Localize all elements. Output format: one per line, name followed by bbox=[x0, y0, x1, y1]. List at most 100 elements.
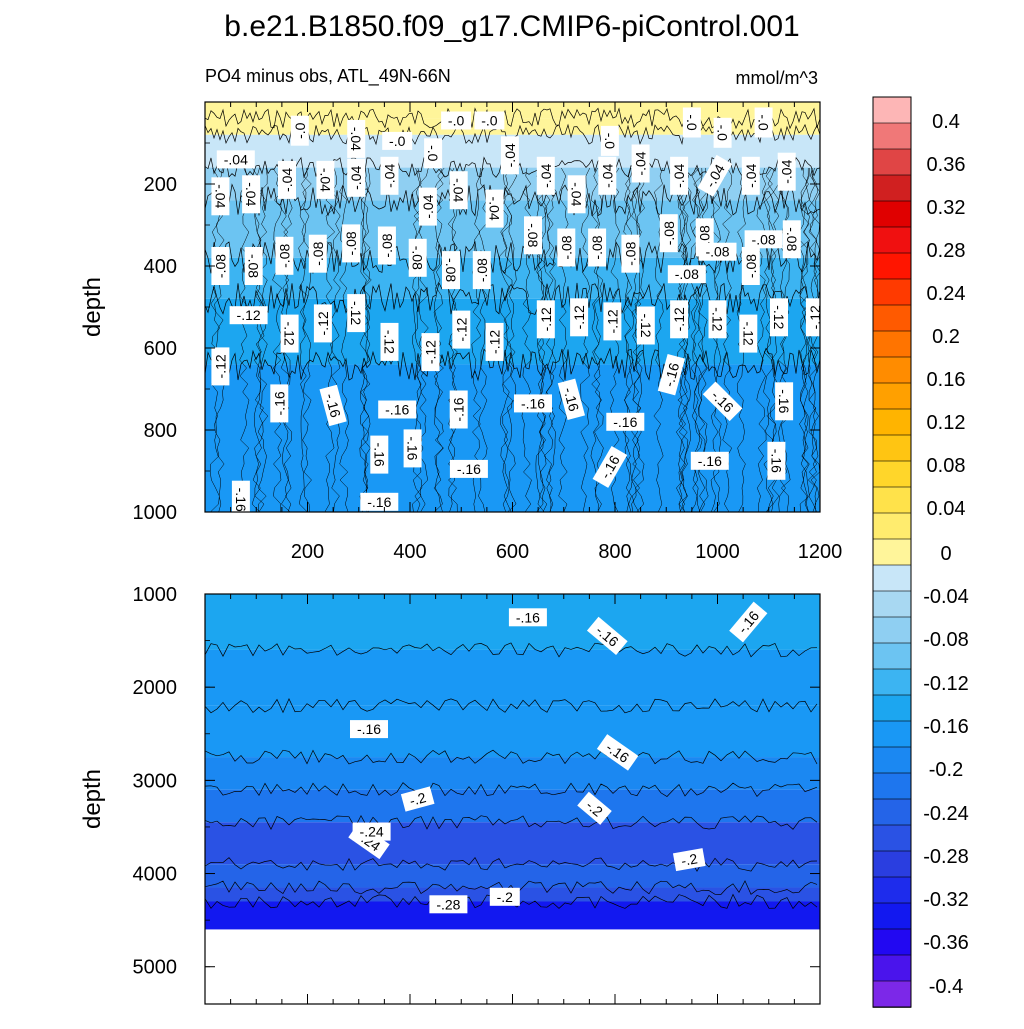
colorbar-swatch bbox=[872, 252, 912, 280]
contour-label-text: -.0 bbox=[389, 133, 406, 149]
contour-label: -.08 bbox=[342, 224, 361, 263]
figure-title: b.e21.B1850.f09_g17.CMIP6-piControl.001 bbox=[224, 10, 799, 43]
colorbar: 0.4 0.36 0.32 0.28 0.24 0.2 0.16 0.12 0.08 0.04 0 -… bbox=[872, 96, 969, 1008]
contour-label-text: -.12 bbox=[740, 322, 756, 346]
contour-label: -.12 bbox=[380, 322, 399, 361]
contour-label-text: -.08 bbox=[276, 244, 292, 268]
contour-label-text: -.16 bbox=[457, 461, 481, 477]
contour-label: -.16 bbox=[403, 429, 422, 468]
colorbar-label: -0.2 bbox=[929, 759, 963, 781]
colorbar-swatch bbox=[872, 616, 912, 644]
contour-label: -.08 bbox=[744, 230, 783, 249]
contour-label-text: -.12 bbox=[671, 307, 687, 331]
contour-label: -.12 bbox=[211, 347, 230, 386]
contour-label: -.0 bbox=[441, 111, 472, 130]
colorbar-swatch bbox=[872, 954, 912, 982]
contour-line bbox=[624, 167, 635, 512]
contour-label-text: -.04 bbox=[743, 164, 759, 188]
contour-label: -.08 bbox=[621, 234, 640, 273]
contour-label-text: -.0 bbox=[448, 113, 465, 129]
contour-label-text: -.16 bbox=[521, 395, 545, 411]
contour-line bbox=[763, 167, 774, 512]
contour-label-text: -.0 bbox=[602, 133, 618, 150]
colorbar-label: 0.24 bbox=[927, 283, 966, 305]
contour-label-text: -.16 bbox=[322, 392, 344, 420]
contour-label: -.0 bbox=[382, 131, 413, 150]
contour-line bbox=[361, 167, 372, 512]
contour-label-text: -.0 bbox=[481, 113, 498, 129]
contour-label-text: -.12 bbox=[771, 305, 787, 329]
contour-line bbox=[298, 167, 309, 512]
contour-label-text: -.28 bbox=[436, 896, 460, 912]
colorbar-swatch bbox=[872, 720, 912, 748]
contour-label: -.12 bbox=[229, 306, 268, 325]
contour-label-text: -.04 bbox=[569, 182, 585, 206]
contour-label-text: -.0 bbox=[425, 145, 441, 162]
contour-label: -.12 bbox=[570, 298, 589, 337]
contour-label-text: -.08 bbox=[474, 258, 490, 282]
contour-label-text: -.08 bbox=[784, 227, 800, 251]
contour-label: -.04 bbox=[380, 156, 399, 195]
contour-label: -.0 bbox=[713, 117, 732, 148]
contour-line bbox=[418, 167, 429, 512]
contour-label-text: -.12 bbox=[382, 330, 398, 354]
contour-label-text: -.16 bbox=[385, 402, 409, 418]
contour-label-text: -.2 bbox=[497, 889, 514, 905]
contour-line bbox=[330, 167, 341, 512]
contour-label: -.16 bbox=[606, 412, 645, 431]
contour-label: -.08 bbox=[244, 247, 263, 285]
contour-label: -.04 bbox=[567, 175, 586, 214]
contour-label: -.04 bbox=[347, 119, 366, 158]
contour-label-text: -.04 bbox=[212, 184, 228, 208]
contour-label: -.16 bbox=[270, 384, 289, 423]
contour-label: -.08 bbox=[377, 226, 396, 265]
contour-label-text: -.04 bbox=[382, 164, 398, 188]
x-tick-label: 400 bbox=[393, 541, 426, 563]
contour-line bbox=[339, 167, 349, 512]
lower-depth-label: depth bbox=[79, 769, 106, 829]
contour-label: -.12 bbox=[603, 302, 622, 341]
colorbar-swatch bbox=[872, 876, 912, 904]
colorbar-swatch bbox=[872, 928, 912, 956]
colorbar-swatch bbox=[872, 980, 912, 1008]
contour-label: -.04 bbox=[242, 175, 261, 214]
contour-line bbox=[807, 167, 818, 512]
colorbar-swatch bbox=[872, 408, 912, 436]
contour-label: -.08 bbox=[524, 216, 542, 255]
colorbar-swatch bbox=[872, 798, 912, 826]
colorbar-swatch bbox=[872, 824, 912, 852]
contour-label: -.12 bbox=[770, 298, 788, 337]
contour-label-text: -.04 bbox=[279, 168, 295, 192]
colorbar-label: 0.04 bbox=[927, 498, 966, 520]
colorbar-swatch bbox=[872, 148, 912, 176]
depth-band bbox=[205, 901, 820, 930]
colorbar-swatch bbox=[872, 460, 912, 488]
contour-line bbox=[675, 167, 687, 512]
contour-label: -.08 bbox=[741, 247, 760, 285]
contour-label: -.08 bbox=[211, 247, 230, 285]
contour-label-text: -.12 bbox=[315, 311, 331, 335]
contour-label-text: -.08 bbox=[443, 258, 459, 282]
y-tick-label: 5000 bbox=[133, 957, 178, 979]
contour-label-text: -.24 bbox=[360, 824, 384, 840]
colorbar-swatch bbox=[872, 434, 912, 462]
contour-label-text: -.16 bbox=[768, 449, 784, 473]
contour-label: -.08 bbox=[472, 251, 491, 290]
contour-label: -.28 bbox=[429, 895, 468, 914]
depth-band bbox=[205, 864, 820, 888]
contour-line bbox=[205, 856, 818, 872]
upper-depth-label: depth bbox=[79, 277, 106, 337]
contour-label-text: -.0 bbox=[292, 122, 308, 139]
contour-line bbox=[205, 347, 820, 382]
contour-label-text: -.08 bbox=[343, 231, 359, 255]
lower-panel: -.16-.16 -.16-.16-.16-.2 -.2-.24-.24-.2-.2… bbox=[79, 584, 821, 1005]
contour-label: -.08 bbox=[698, 242, 737, 261]
x-tick-label: 1200 bbox=[798, 541, 843, 563]
units-label: mmol/m^3 bbox=[736, 68, 818, 88]
contour-label-text: -.16 bbox=[516, 609, 540, 625]
contour-label: -.04 bbox=[598, 156, 617, 195]
contour-label: -.16 bbox=[370, 435, 389, 474]
contour-line bbox=[205, 782, 818, 797]
contour-label: -.12 bbox=[636, 306, 655, 345]
